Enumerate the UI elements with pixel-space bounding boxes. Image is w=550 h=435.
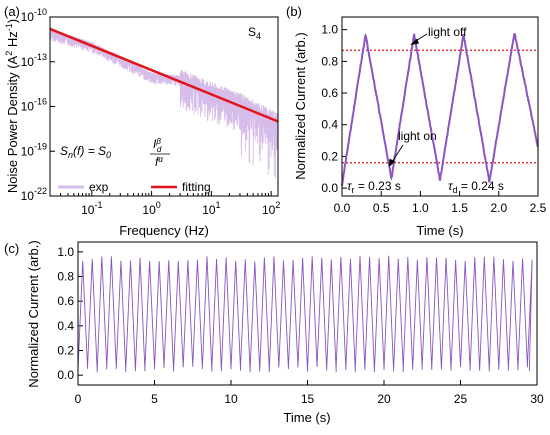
panel-b-xlabel: Time (s) [416,223,463,238]
panel-c-ytick-label: 0.2 [57,343,74,357]
light-on-arrowhead [389,158,395,167]
panel-b-thresholds [342,49,538,164]
panel-c-ytick-label: 1.0 [57,245,74,259]
panel-c-xlabel: Time (s) [283,410,330,425]
panel-b-ylabel: Normalized Current (arb.) [293,32,308,179]
panel-c-xtick-label: 0 [75,392,82,406]
panel-a-ytick-label: 10-19 [21,141,47,158]
panel-a-ytick-label: 10-13 [21,52,47,69]
legend-exp-label: exp [89,180,109,194]
panel-a-label: (a) [4,4,20,19]
panel-a-ytick-label: 10-22 [21,186,47,203]
legend-fitting-label: fitting [182,180,211,194]
panel-c-trace [77,255,533,373]
panel-a-formula: Sn(f) = S0 Iβ d fα [60,137,170,169]
panel-a-frame [49,16,279,197]
panel-b-xtick-label: 2.5 [530,201,547,215]
panel-c-xtick-label: 10 [224,392,238,406]
panel-c-ytick-label: 0.4 [57,319,74,333]
light-on-arrow [391,144,404,163]
panel-c-xtick-label: 5 [151,392,158,406]
panel-b: (b) 0.0 0.5 1.0 1.5 2.0 2.5 0.0 0.2 0.4 0.6 0.8 1.0… [286,4,547,238]
panel-c: (c) 0 5 10 15 20 25 30 0.0 0.2 0.4 0.6 0.8 1.0 Time … [4,240,544,425]
svg-text:fα: fα [155,155,163,169]
panel-b-trace [341,33,539,187]
panel-c-ytick-label: 0.6 [57,294,74,308]
panel-b-ytick-label: 0.8 [321,54,338,68]
panel-b-ytick-label: 0.0 [321,181,338,195]
panel-b-ticks: 0.0 0.5 1.0 1.5 2.0 2.5 0.0 0.2 0.4 0.6 0.8 1.0 [321,23,546,215]
svg-text:Iβd: Iβ d [153,137,162,154]
panel-c-xtick-label: 30 [530,392,544,406]
panel-a-xtick-label: 100 [142,200,160,217]
panel-a-annotation: S4 [248,25,261,41]
panel-b-xtick-label: 1.0 [412,201,429,215]
panel-b-ytick-label: 0.4 [321,118,338,132]
panel-c-ytick-label: 0.8 [57,270,74,284]
panel-a-xtick-label: 102 [262,200,280,217]
panel-a-ytick-label: 10-16 [21,97,47,114]
panel-c-label: (c) [4,241,19,256]
panel-b-xtick-label: 0.0 [334,201,351,215]
panel-b-ytick-label: 0.6 [321,86,338,100]
panel-c-xtick-label: 25 [454,392,468,406]
panel-b-ytick-label: 1.0 [321,23,338,37]
panel-c-xtick-label: 15 [301,392,315,406]
panel-a-ytick-label: 10-10 [21,7,47,24]
panel-b-xtick-label: 1.5 [451,201,468,215]
panel-c-ylabel: Normalized Current (arb.) [26,240,41,387]
panel-c-ticks: 0 5 10 15 20 25 30 0.0 0.2 0.4 0.6 0.8 1.0 [57,245,544,406]
tau-r-label: τr = 0.23 s [347,179,401,195]
svg-text:Sn(f) = S0: Sn(f) = S0 [60,144,111,160]
panel-a: (a) 10-1 100 101 102 10-10 10-13 10-16 10-19 10-… [4,4,280,238]
panel-c-frame [77,241,538,386]
panel-a-fitting-series [50,27,278,123]
panel-b-light-on-label: light on [398,129,437,143]
tau-d-label: τd = 0.24 s [448,179,504,195]
panel-a-xlabel: Frequency (Hz) [119,223,209,238]
panel-b-xtick-label: 2.0 [490,201,507,215]
panel-a-xtick-label: 10-1 [81,200,102,217]
panel-b-ytick-label: 0.2 [321,149,338,163]
panel-a-xtick-label: 101 [202,200,220,217]
panel-b-frame [341,16,539,197]
panel-b-label: (b) [286,4,302,19]
panel-b-light-off-label: light off [428,25,467,39]
panel-a-ylabel: Noise Power Density (A2 Hz-1) [4,19,20,193]
panel-c-xtick-label: 20 [377,392,391,406]
panel-a-legend: exp fitting [58,180,211,194]
panel-c-ytick-label: 0.0 [57,368,74,382]
panel-b-xtick-label: 0.5 [373,201,390,215]
light-off-arrowhead [410,38,419,45]
